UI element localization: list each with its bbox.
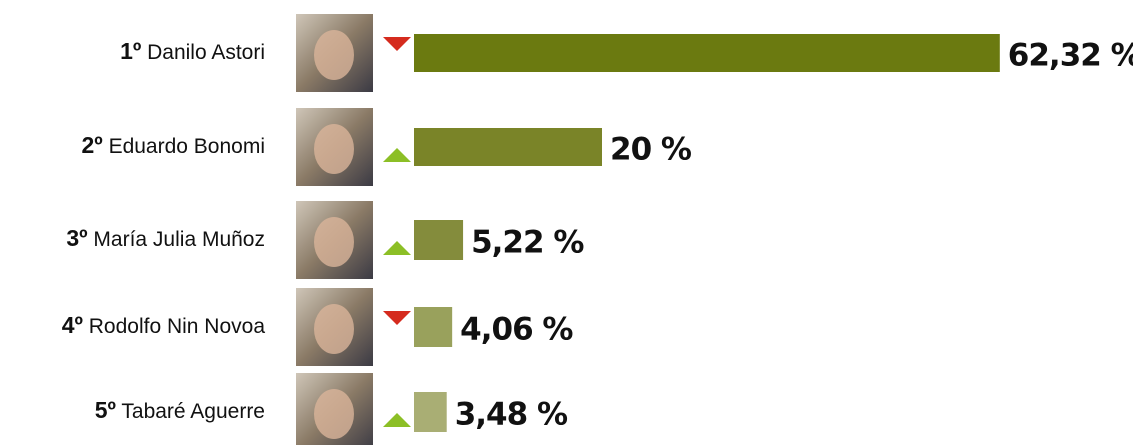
bar <box>414 128 602 166</box>
candidate-name: Tabaré Aguerre <box>121 400 265 423</box>
photo-face <box>314 30 354 80</box>
value-label: 5,22 % <box>471 225 584 261</box>
candidate-label: 5º Tabaré Aguerre <box>95 397 265 423</box>
rank: 3º <box>66 225 87 251</box>
candidate-name: María Julia Muñoz <box>93 228 265 251</box>
rank: 4º <box>62 312 83 338</box>
rank: 5º <box>95 397 116 423</box>
trend-arrow <box>383 311 411 325</box>
bar <box>414 392 447 432</box>
photo-face <box>314 124 354 174</box>
candidate-label: 1º Danilo Astori <box>120 38 265 64</box>
photo-face <box>314 217 354 267</box>
bar <box>414 307 452 347</box>
value-label: 4,06 % <box>460 312 573 348</box>
candidate-name: Eduardo Bonomi <box>109 135 265 158</box>
trend-arrow <box>383 148 411 162</box>
rank: 1º <box>120 38 141 64</box>
photo-face <box>314 389 354 439</box>
rank: 2º <box>82 132 103 158</box>
candidate-name: Danilo Astori <box>147 41 265 64</box>
trend-arrow <box>383 37 411 51</box>
candidate-name: Rodolfo Nin Novoa <box>89 315 266 338</box>
bar <box>414 220 463 260</box>
bar <box>414 34 1000 72</box>
value-label: 20 % <box>610 132 692 168</box>
chart: 1º Danilo Astori 62,32 % 2º Eduardo Bonomi… <box>0 0 1133 445</box>
page: 1º Danilo Astori 62,32 % 2º Eduardo Bonomi… <box>0 0 1133 445</box>
trend-arrow <box>383 241 411 255</box>
photo-face <box>314 304 354 354</box>
candidate-label: 3º María Julia Muñoz <box>66 225 265 251</box>
trend-arrow <box>383 413 411 427</box>
value-label: 3,48 % <box>455 397 568 433</box>
candidate-label: 4º Rodolfo Nin Novoa <box>62 312 266 338</box>
candidate-label: 2º Eduardo Bonomi <box>82 132 265 158</box>
value-label: 62,32 % <box>1008 38 1133 74</box>
